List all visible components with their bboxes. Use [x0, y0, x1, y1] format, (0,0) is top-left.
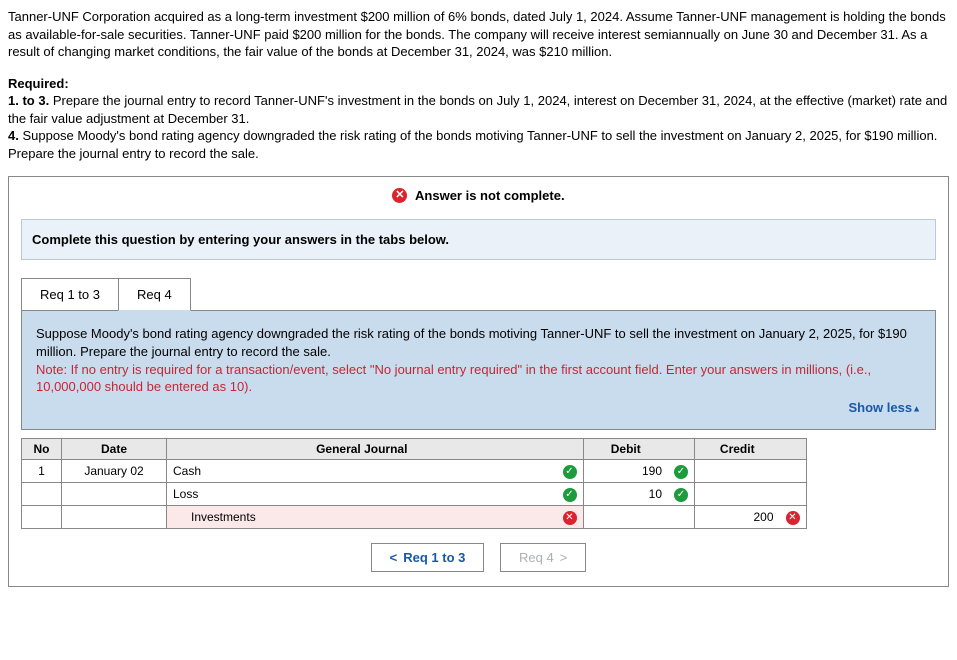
- tab-req-1-3[interactable]: Req 1 to 3: [21, 278, 119, 311]
- check-icon: ✓: [563, 465, 577, 479]
- cell-credit-mark: [780, 459, 807, 482]
- tab-req-4[interactable]: Req 4: [118, 278, 191, 311]
- cell-account-mark: ✓: [557, 459, 584, 482]
- cell-credit-mark: ✕: [780, 505, 807, 528]
- table-row: Investments ✕ 200 ✕: [22, 505, 807, 528]
- chevron-up-icon: ▲: [912, 403, 921, 413]
- cell-credit[interactable]: 200: [695, 505, 780, 528]
- col-header-no: No: [22, 438, 62, 459]
- chevron-right-icon: >: [560, 550, 568, 565]
- cell-account-mark: ✓: [557, 482, 584, 505]
- col-header-general-journal: General Journal: [167, 438, 557, 459]
- check-icon: ✓: [674, 465, 688, 479]
- cell-no: 1: [22, 459, 62, 482]
- chevron-left-icon: <: [390, 550, 398, 565]
- required-line-2: 4. Suppose Moody's bond rating agency do…: [8, 127, 949, 162]
- col-header-debit-mark: [668, 438, 695, 459]
- answer-panel: ✕ Answer is not complete. Complete this …: [8, 176, 949, 586]
- tabs-instruction: Complete this question by entering your …: [21, 219, 936, 260]
- tab-content: Suppose Moody's bond rating agency downg…: [21, 310, 936, 429]
- prev-requirement-button[interactable]: <Req 1 to 3: [371, 543, 485, 572]
- cell-debit-mark: [668, 505, 695, 528]
- col-header-credit-mark: [780, 438, 807, 459]
- required-block: Required: 1. to 3. Prepare the journal e…: [8, 75, 949, 163]
- cell-no: [22, 482, 62, 505]
- col-header-gj-mark: [557, 438, 584, 459]
- col-header-date: Date: [62, 438, 167, 459]
- tab-row: Req 1 to 3 Req 4: [21, 278, 948, 311]
- check-icon: ✓: [674, 488, 688, 502]
- cell-account[interactable]: Investments: [167, 505, 557, 528]
- status-bar: ✕ Answer is not complete.: [9, 177, 948, 213]
- req-line2-text: Suppose Moody's bond rating agency downg…: [8, 128, 937, 161]
- nav-row: <Req 1 to 3 Req 4>: [9, 529, 948, 586]
- cell-date[interactable]: [62, 505, 167, 528]
- cell-debit[interactable]: 190: [583, 459, 668, 482]
- question-body: Suppose Moody's bond rating agency downg…: [36, 325, 921, 360]
- table-row: 1January 02Cash ✓ 190 ✓: [22, 459, 807, 482]
- req-line1-text: Prepare the journal entry to record Tann…: [8, 93, 947, 126]
- cell-debit-mark: ✓: [668, 459, 695, 482]
- cell-account-mark: ✕: [557, 505, 584, 528]
- cell-debit[interactable]: [583, 505, 668, 528]
- cell-date[interactable]: January 02: [62, 459, 167, 482]
- col-header-credit: Credit: [695, 438, 780, 459]
- cell-debit[interactable]: 10: [583, 482, 668, 505]
- x-icon: ✕: [563, 511, 577, 525]
- required-title: Required:: [8, 75, 949, 93]
- cell-date[interactable]: [62, 482, 167, 505]
- show-less-toggle[interactable]: Show less▲: [36, 400, 921, 415]
- journal-entry-table: No Date General Journal Debit Credit 1Ja…: [21, 438, 807, 529]
- cell-credit[interactable]: [695, 459, 780, 482]
- table-row: Loss ✓ 10 ✓: [22, 482, 807, 505]
- col-header-debit: Debit: [583, 438, 668, 459]
- status-text: Answer is not complete.: [415, 188, 565, 203]
- next-requirement-button[interactable]: Req 4>: [500, 543, 586, 572]
- check-icon: ✓: [563, 488, 577, 502]
- cell-credit[interactable]: [695, 482, 780, 505]
- x-icon: ✕: [786, 511, 800, 525]
- cell-debit-mark: ✓: [668, 482, 695, 505]
- status-error-icon: ✕: [392, 188, 407, 203]
- problem-intro: Tanner-UNF Corporation acquired as a lon…: [8, 8, 949, 61]
- cell-no: [22, 505, 62, 528]
- cell-account[interactable]: Cash: [167, 459, 557, 482]
- cell-account[interactable]: Loss: [167, 482, 557, 505]
- cell-credit-mark: [780, 482, 807, 505]
- required-line-1: 1. to 3. Prepare the journal entry to re…: [8, 92, 949, 127]
- question-note: Note: If no entry is required for a tran…: [36, 361, 921, 396]
